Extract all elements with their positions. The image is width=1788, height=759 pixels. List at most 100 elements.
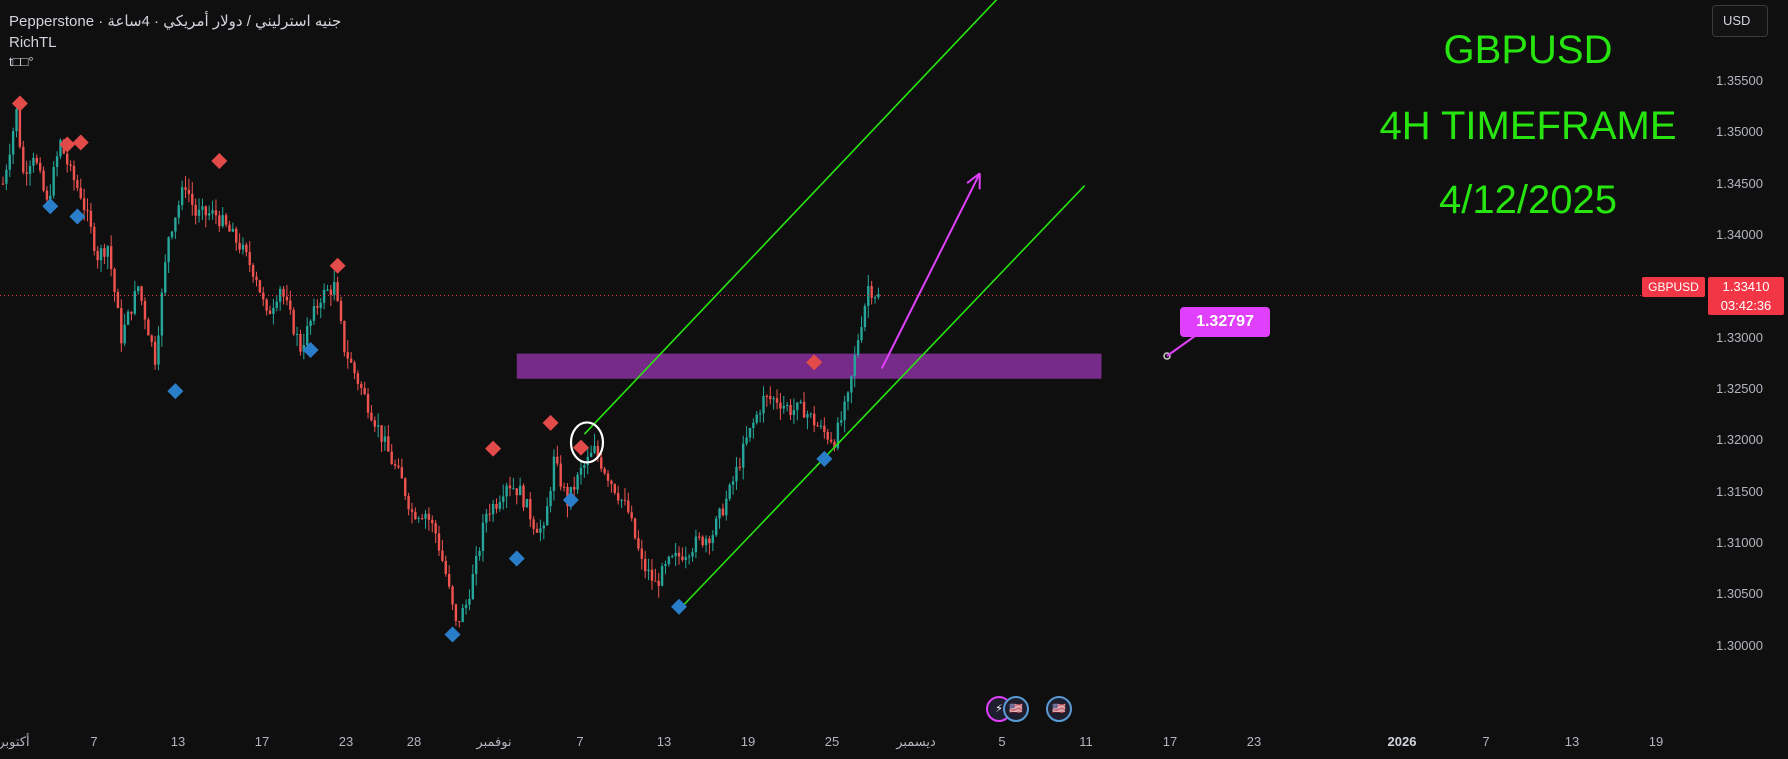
candle-body xyxy=(600,457,603,469)
candle-body xyxy=(616,492,620,501)
currency-button[interactable]: USD xyxy=(1712,5,1768,37)
candle-body xyxy=(758,413,762,415)
candle-body xyxy=(545,506,549,526)
candle-body xyxy=(877,294,880,298)
swing-low-marker xyxy=(816,450,833,467)
candle-body xyxy=(69,164,72,166)
candle-body xyxy=(802,401,806,418)
candle-body xyxy=(130,311,133,314)
candle-body xyxy=(522,485,525,508)
candle-body xyxy=(721,508,725,516)
candle-body xyxy=(637,538,640,549)
candle-body xyxy=(461,607,464,622)
price-axis-tick: 1.30000 xyxy=(1716,637,1763,653)
candle-body xyxy=(116,291,120,309)
candle-body xyxy=(454,604,458,622)
candle-body xyxy=(366,394,370,413)
candle-body xyxy=(326,289,329,291)
candle-body xyxy=(789,404,792,415)
candle-body xyxy=(231,228,235,232)
candle-body xyxy=(414,511,417,520)
event-icon-us-flag[interactable]: 🇺🇸 xyxy=(1003,696,1029,722)
candle-body xyxy=(782,406,785,409)
candle-body xyxy=(38,162,42,171)
candle-body xyxy=(120,308,123,344)
candle-body xyxy=(316,306,319,308)
indicator-name[interactable]: RichTL xyxy=(9,34,57,51)
candle-body xyxy=(671,556,674,558)
candle-body xyxy=(562,486,566,488)
candle-body xyxy=(495,503,498,509)
candle-body xyxy=(850,375,853,393)
event-icon-us-flag-2[interactable]: 🇺🇸 xyxy=(1046,696,1072,722)
candle-body xyxy=(312,306,316,321)
time-axis-tick: 5 xyxy=(998,734,1006,749)
candle-body xyxy=(488,513,491,515)
candle-body xyxy=(870,286,873,298)
candle-body xyxy=(748,427,752,438)
candle-body xyxy=(518,485,522,496)
swing-low-marker xyxy=(302,342,319,358)
candle-body xyxy=(417,518,420,520)
candle-body xyxy=(650,569,654,581)
candle-body xyxy=(376,425,380,427)
candle-body xyxy=(390,451,393,465)
indicator-tools[interactable]: t□□° xyxy=(9,54,34,69)
highlight-circle xyxy=(569,421,605,464)
candle-body xyxy=(863,305,867,328)
candle-body xyxy=(745,437,748,444)
candle-body xyxy=(752,422,755,428)
candle-body xyxy=(738,466,742,468)
candle-body xyxy=(89,210,93,227)
candle-body xyxy=(147,319,150,336)
candle-body xyxy=(687,556,691,558)
candle-body xyxy=(407,495,410,510)
zone-anchor-point xyxy=(1163,352,1171,360)
candle-body xyxy=(160,292,164,336)
candle-body xyxy=(542,525,545,529)
candle-body xyxy=(529,498,532,520)
candle-body xyxy=(431,519,434,524)
candle-body xyxy=(289,300,292,310)
candle-body xyxy=(258,280,262,293)
time-axis-tick: 13 xyxy=(1564,734,1580,749)
candle-body xyxy=(309,320,312,327)
candle-body xyxy=(424,513,427,519)
swing-high-marker xyxy=(72,134,89,151)
candle-body xyxy=(755,414,758,423)
time-axis-tick: 7 xyxy=(576,734,584,749)
price-tag: 1.33410 03:42:36 xyxy=(1708,277,1784,315)
candle-body xyxy=(393,464,397,466)
swing-high-marker xyxy=(11,95,28,112)
candle-body xyxy=(535,528,539,533)
candle-body xyxy=(251,265,255,277)
candle-body xyxy=(339,300,343,322)
candle-body xyxy=(823,425,826,432)
candle-body xyxy=(816,425,819,427)
candle-body xyxy=(573,486,576,490)
candle-body xyxy=(481,522,485,551)
callout-pointer xyxy=(1166,335,1196,357)
candle-body xyxy=(694,536,698,552)
time-axis-tick: 17 xyxy=(1162,734,1178,749)
zone-price-callout[interactable]: 1.32797 xyxy=(1180,307,1270,337)
candle-body xyxy=(387,436,390,452)
time-axis-tick: 13 xyxy=(170,734,186,749)
candle-body xyxy=(201,206,204,210)
candle-body xyxy=(333,282,336,295)
candle-body xyxy=(8,154,11,170)
candle-body xyxy=(45,190,49,200)
candle-body xyxy=(177,205,180,218)
candle-body xyxy=(819,425,823,427)
candle-body xyxy=(708,538,711,544)
time-axis-tick: 2026 xyxy=(1387,734,1417,749)
price-tag-value: 1.33410 xyxy=(1722,279,1770,294)
price-axis-tick: 1.32000 xyxy=(1716,432,1763,448)
price-axis-tick: 1.31000 xyxy=(1716,535,1763,551)
candle-body xyxy=(55,156,59,168)
candle-body xyxy=(644,558,647,572)
candle-body xyxy=(164,262,167,293)
overlay-timeframe: 4H TIMEFRAME xyxy=(1379,104,1677,148)
candle-body xyxy=(292,309,295,335)
